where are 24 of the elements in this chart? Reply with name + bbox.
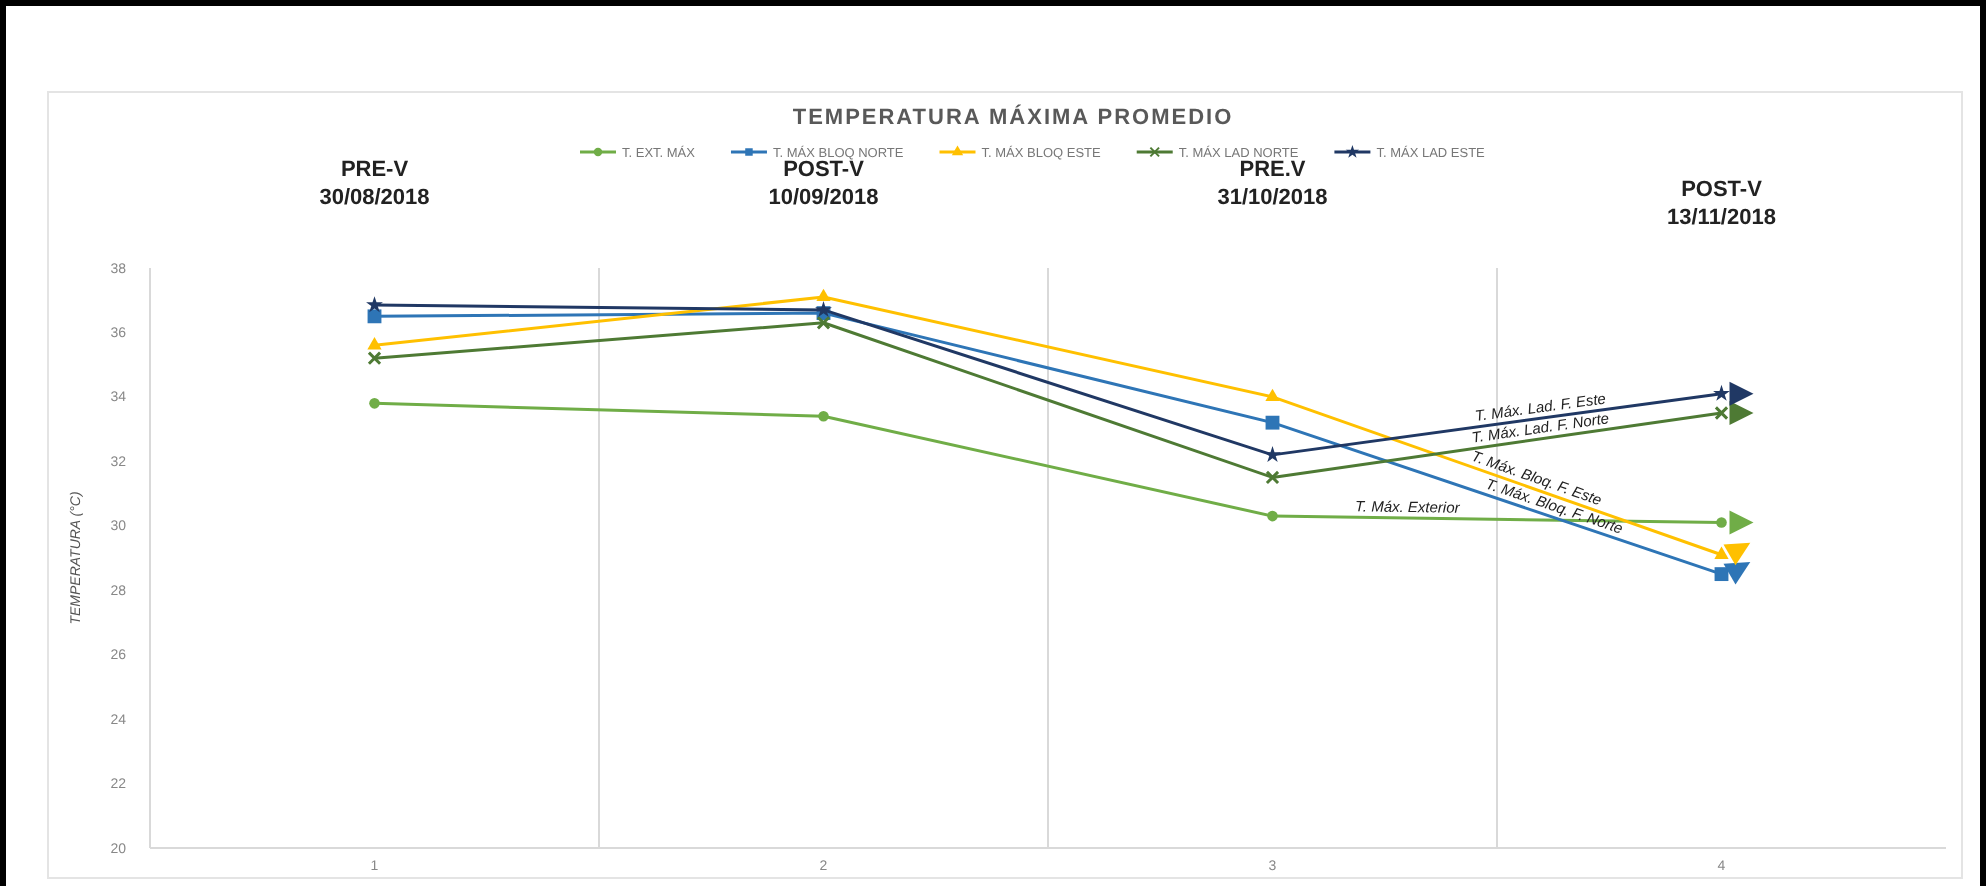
- point: [367, 351, 382, 366]
- point: [1265, 415, 1280, 430]
- point: [1714, 405, 1729, 421]
- point: [1716, 517, 1727, 528]
- text: PRE.V 31/10/2018: [1217, 158, 1328, 210]
- point: [367, 309, 382, 324]
- point: [369, 398, 380, 409]
- text: POST-V 10/09/2018: [768, 158, 879, 210]
- point: [816, 315, 831, 330]
- text: PRE-V 30/08/2018: [319, 158, 430, 210]
- text: POST-V 13/11/2018: [1667, 178, 1776, 230]
- point: [818, 410, 829, 422]
- point: [1714, 546, 1729, 559]
- point: [367, 337, 382, 350]
- point: [1264, 446, 1281, 463]
- point: [1267, 510, 1278, 522]
- point: [366, 296, 383, 313]
- point: [1265, 388, 1280, 401]
- point: [816, 288, 831, 302]
- point: [815, 301, 832, 318]
- point: [1713, 384, 1730, 401]
- chart-title: TEMPERATURA MÁXIMA PROMEDIO: [792, 104, 1234, 130]
- point: [1714, 567, 1729, 582]
- point: [1265, 470, 1280, 485]
